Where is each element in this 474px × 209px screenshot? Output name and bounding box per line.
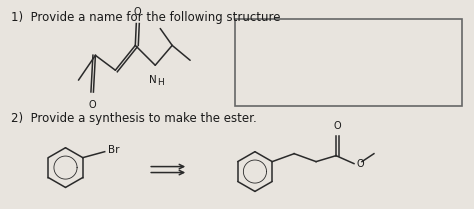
Text: O: O (134, 7, 141, 17)
Text: O: O (357, 159, 365, 169)
Text: 2)  Provide a synthesis to make the ester.: 2) Provide a synthesis to make the ester… (11, 112, 256, 125)
Text: 1)  Provide a name for the following structure: 1) Provide a name for the following stru… (11, 11, 280, 24)
Text: Br: Br (108, 145, 119, 155)
Text: O: O (89, 100, 96, 110)
Text: O: O (333, 121, 341, 131)
Bar (235, 19, 462, 106)
Text: H: H (157, 78, 164, 87)
Text: N: N (149, 75, 157, 85)
